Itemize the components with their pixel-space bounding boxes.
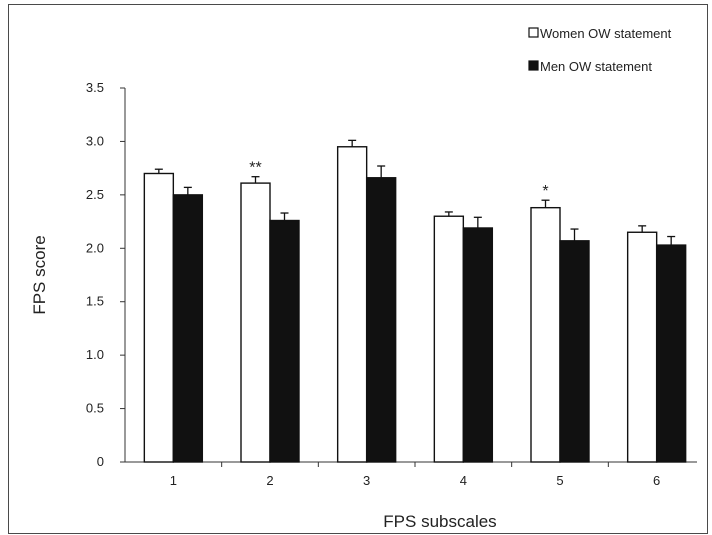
x-tick-label: 2 [266, 473, 273, 488]
x-tick-label: 5 [556, 473, 563, 488]
y-tick-label: 2.0 [86, 240, 104, 255]
x-tick-label: 3 [363, 473, 370, 488]
bar-men [462, 227, 494, 463]
legend: Women OW statement Men OW statement [528, 26, 672, 74]
significance-marker: * [542, 183, 548, 200]
bars-group [143, 139, 687, 463]
bar-men [172, 194, 204, 463]
legend-label: Men OW statement [540, 59, 652, 74]
bar-women [433, 215, 465, 463]
bar-women [240, 182, 271, 463]
bar-chart: 00.51.01.52.02.53.03.51 2 3 4 5 6***FPS subsc… [30, 26, 697, 531]
y-tick-label: 1.5 [86, 294, 104, 309]
legend-swatch-men [528, 60, 539, 71]
bar-women [336, 146, 368, 463]
y-tick-label: 2.5 [86, 187, 104, 202]
bar-women [626, 231, 658, 463]
y-axis-title: FPS score [30, 235, 49, 314]
legend-label: Women OW statement [540, 26, 672, 41]
chart-frame: 0 0.5 1.0 1.5 2.0 2.5 3.0 3.5 1 2 3 4 5 6 ** * FPS subsc… [8, 4, 708, 534]
y-tick-label: 1.0 [86, 347, 104, 362]
y-tick-label: 3.0 [86, 133, 104, 148]
labels-group: 00.51.01.52.02.53.03.51 2 3 4 5 6***FPS subsc… [30, 80, 660, 531]
axes [120, 87, 697, 467]
y-tick-label: 0.5 [86, 401, 104, 416]
bar-men [559, 240, 590, 463]
x-tick-label: 6 [653, 473, 660, 488]
bar-men [269, 219, 300, 463]
y-tick-label: 3.5 [86, 80, 104, 95]
legend-swatch-women [528, 27, 539, 38]
x-axis-title: FPS subscales [383, 512, 496, 531]
significance-marker: ** [249, 160, 261, 177]
y-tick-label: 0 [97, 454, 104, 469]
bar-women [143, 172, 175, 463]
x-tick-label: 1 [170, 473, 177, 488]
x-tick-label: 4 [460, 473, 467, 488]
bar-men [365, 177, 397, 463]
bar-women [530, 206, 561, 463]
bar-men [655, 244, 687, 463]
